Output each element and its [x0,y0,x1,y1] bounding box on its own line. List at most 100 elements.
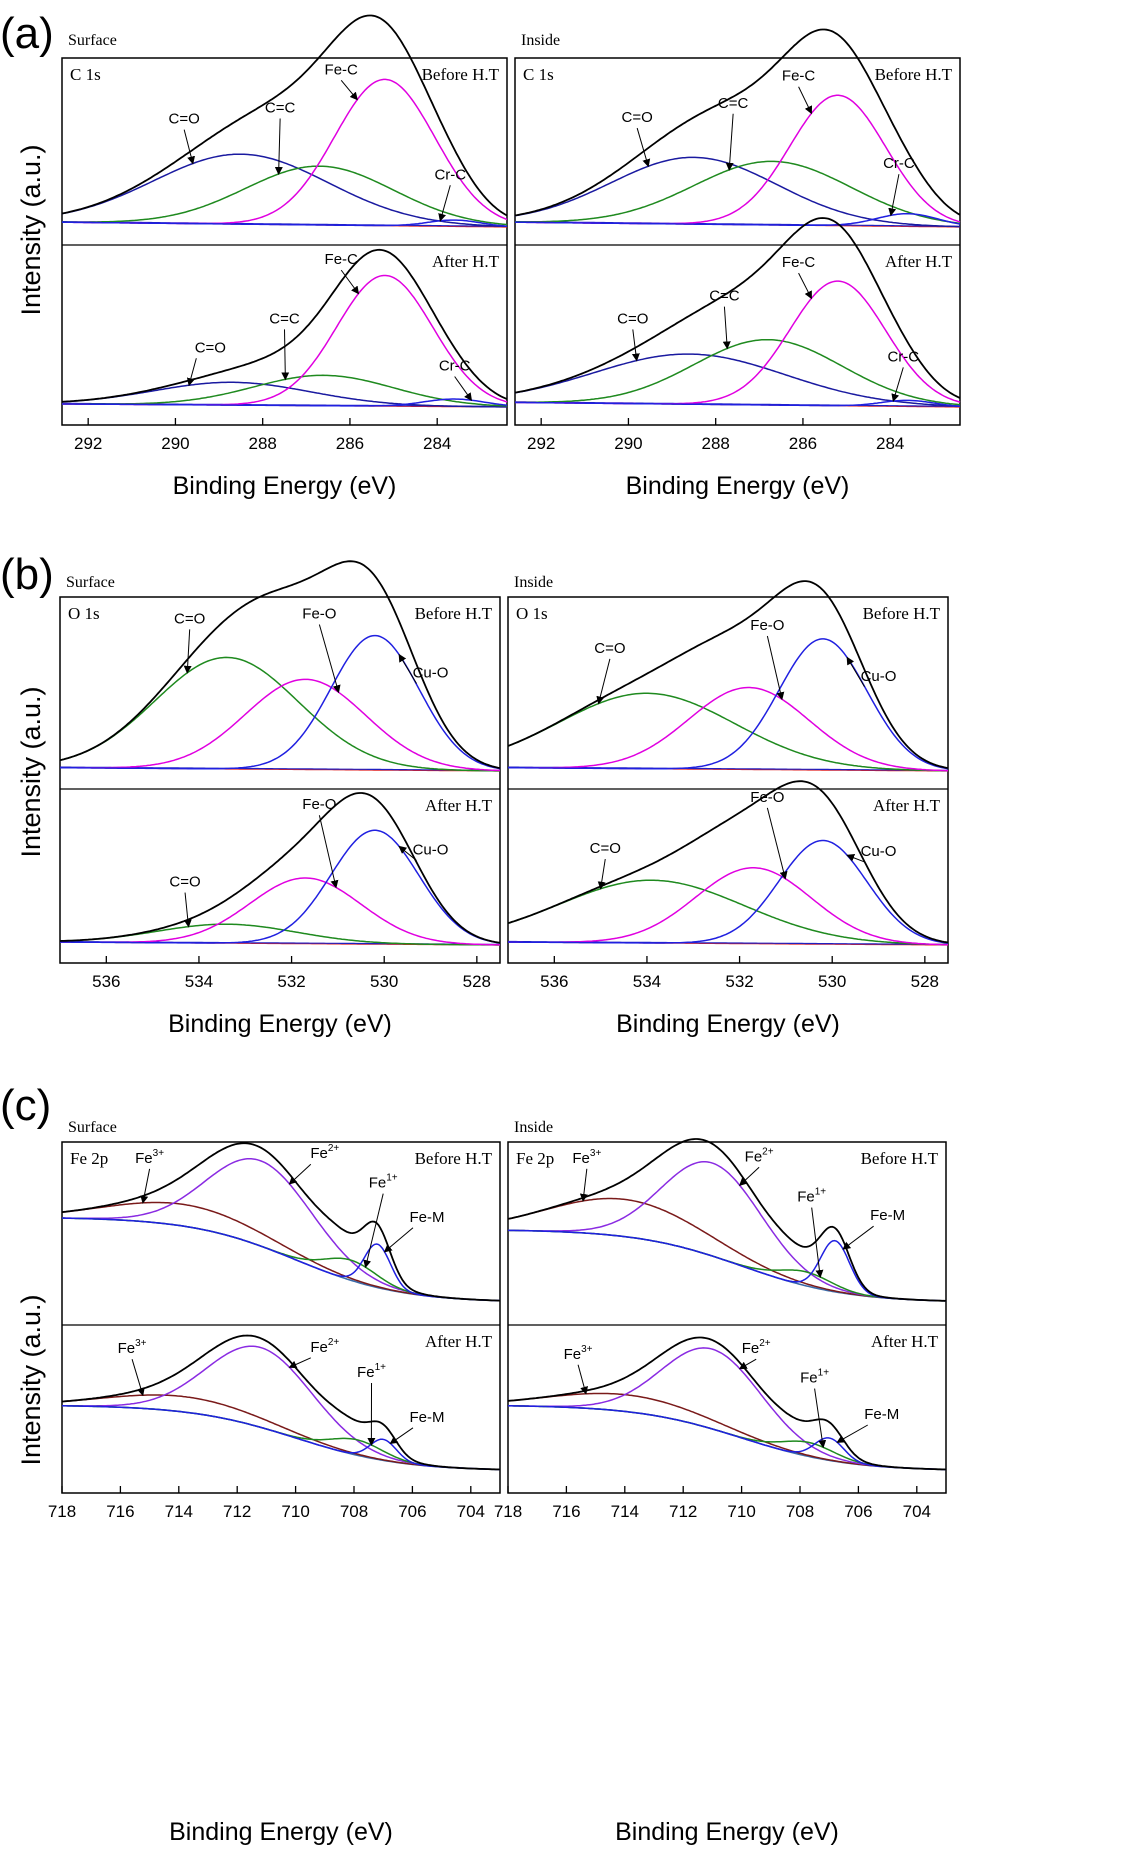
x-axis-label-b: Binding Energy (eV) [168,1010,392,1038]
peak-fe1- [62,1217,500,1302]
peak-label-arrow [438,185,451,222]
peak-label-c-c: C=C [269,310,300,327]
region-label: O 1s [68,604,100,623]
peak-c-o [59,656,500,772]
peak-label-fe1-: Fe1+ [357,1362,386,1381]
x-tick-label: 288 [701,434,729,453]
peak-label-fe-m: Fe-M [870,1207,905,1224]
column-title-surface: Surface [66,574,115,591]
peak-label-arrow [846,656,865,688]
peak-label-fe-o: Fe-O [750,789,784,806]
peak-label-cu-o: Cu-O [413,841,449,858]
axes-frame [61,1141,501,1494]
background-line [507,1229,947,1302]
peak-label-c-o: C=O [169,111,200,128]
panel-label-c: (c) [0,1081,51,1130]
x-tick-label: 536 [540,972,568,991]
x-axis-label-a: Binding Energy (eV) [173,472,397,500]
condition-label-after: After H.T [871,1332,939,1351]
peak-label-fe2-: Fe2+ [310,1337,339,1356]
peak-label-cu-o: Cu-O [413,665,449,682]
y-axis-label-a: Intensity (a.u.) [16,144,46,315]
x-tick-label: 706 [844,1502,872,1521]
peak-cr-c [61,219,508,227]
peak-cu-o [60,829,501,944]
column-title-inside: Inside [521,32,560,49]
x-axis-label-c: Binding Energy (eV) [615,1818,839,1846]
x-tick-label: 716 [552,1502,580,1521]
peak-label-arrow [631,329,640,362]
peak-c-c [515,338,961,406]
peak-label-c-c: C=C [718,95,749,112]
axes-frame [59,596,501,964]
peak-label-c-c: C=C [265,100,296,117]
peak-label-arrow [846,854,865,863]
x-tick-label: 290 [614,434,642,453]
x-tick-label: 712 [669,1502,697,1521]
peak-label-arrow [288,1163,312,1185]
condition-label-before: Before H.T [875,65,953,84]
x-tick-label: 710 [727,1502,755,1521]
peak-label-arrow [318,815,339,889]
peak-label-arrow [636,127,651,168]
peak-label-arrow [577,1364,588,1395]
peak-cr-c [62,398,508,407]
peak-label-fe1-: Fe1+ [369,1173,398,1192]
peak-label-arrow [398,845,417,861]
peak-label-fe2-: Fe2+ [745,1146,774,1165]
panel-label-b: (b) [0,550,54,599]
peak-label-fe3-: Fe3+ [118,1338,147,1357]
peak-label-arrow [722,306,731,350]
condition-label-after: After H.T [432,252,500,271]
envelope-curve [59,792,501,944]
x-tick-label: 528 [463,972,491,991]
x-tick-label: 536 [92,972,120,991]
peak-cr-c [514,399,961,407]
peak-label-arrow [798,272,812,300]
peak-label-fe1-: Fe1+ [800,1368,829,1387]
x-tick-label: 284 [423,434,451,453]
peak-cr-c [514,212,961,227]
x-tick-label: 714 [165,1502,193,1521]
peak-label-arrow [318,624,341,694]
peak-label-c-o: C=O [622,109,653,126]
peak-label-fe-m: Fe-M [864,1406,899,1423]
y-axis-label-b: Intensity (a.u.) [16,686,46,857]
peak-label-fe-m: Fe-M [410,1409,445,1426]
region-label: C 1s [523,65,554,84]
region-label: O 1s [516,604,548,623]
peak-c-o [507,879,948,946]
x-tick-label: 534 [185,972,213,991]
peak-c-o [514,353,961,407]
envelope-curve [61,1142,500,1302]
peak-label-arrow [140,1168,151,1204]
x-tick-label: 716 [106,1502,134,1521]
peak-label-arrow [597,858,606,890]
x-tick-label: 288 [248,434,276,453]
peak-label-fe3-: Fe3+ [564,1344,593,1363]
peak-label-arrow [596,658,611,705]
peak-label-fe3-: Fe3+ [572,1148,601,1167]
region-label: Fe 2p [516,1149,554,1168]
peak-label-fe3-: Fe3+ [135,1148,164,1167]
x-tick-label: 530 [818,972,846,991]
peak-fe2- [507,1161,947,1302]
x-tick-label: 292 [74,434,102,453]
peak-label-arrow [811,1207,824,1279]
peak-label-fe1-: Fe1+ [797,1187,826,1206]
region-label: C 1s [70,65,101,84]
y-axis-label-c: Intensity (a.u.) [16,1294,46,1465]
envelope-curve [61,1334,501,1471]
peak-label-arrow [891,367,904,403]
axes-frame [507,596,949,964]
peak-label-arrow [183,629,192,674]
peak-label-arrow [766,807,788,880]
envelope-curve [514,28,961,217]
peak-c-c [62,165,508,226]
peak-fe-m [62,1217,500,1302]
x-tick-label: 708 [340,1502,368,1521]
peak-label-fe-o: Fe-O [302,605,336,622]
peak-label-fe-c: Fe-C [325,61,359,78]
peak-label-arrow [183,129,196,165]
background-line [62,1217,500,1302]
